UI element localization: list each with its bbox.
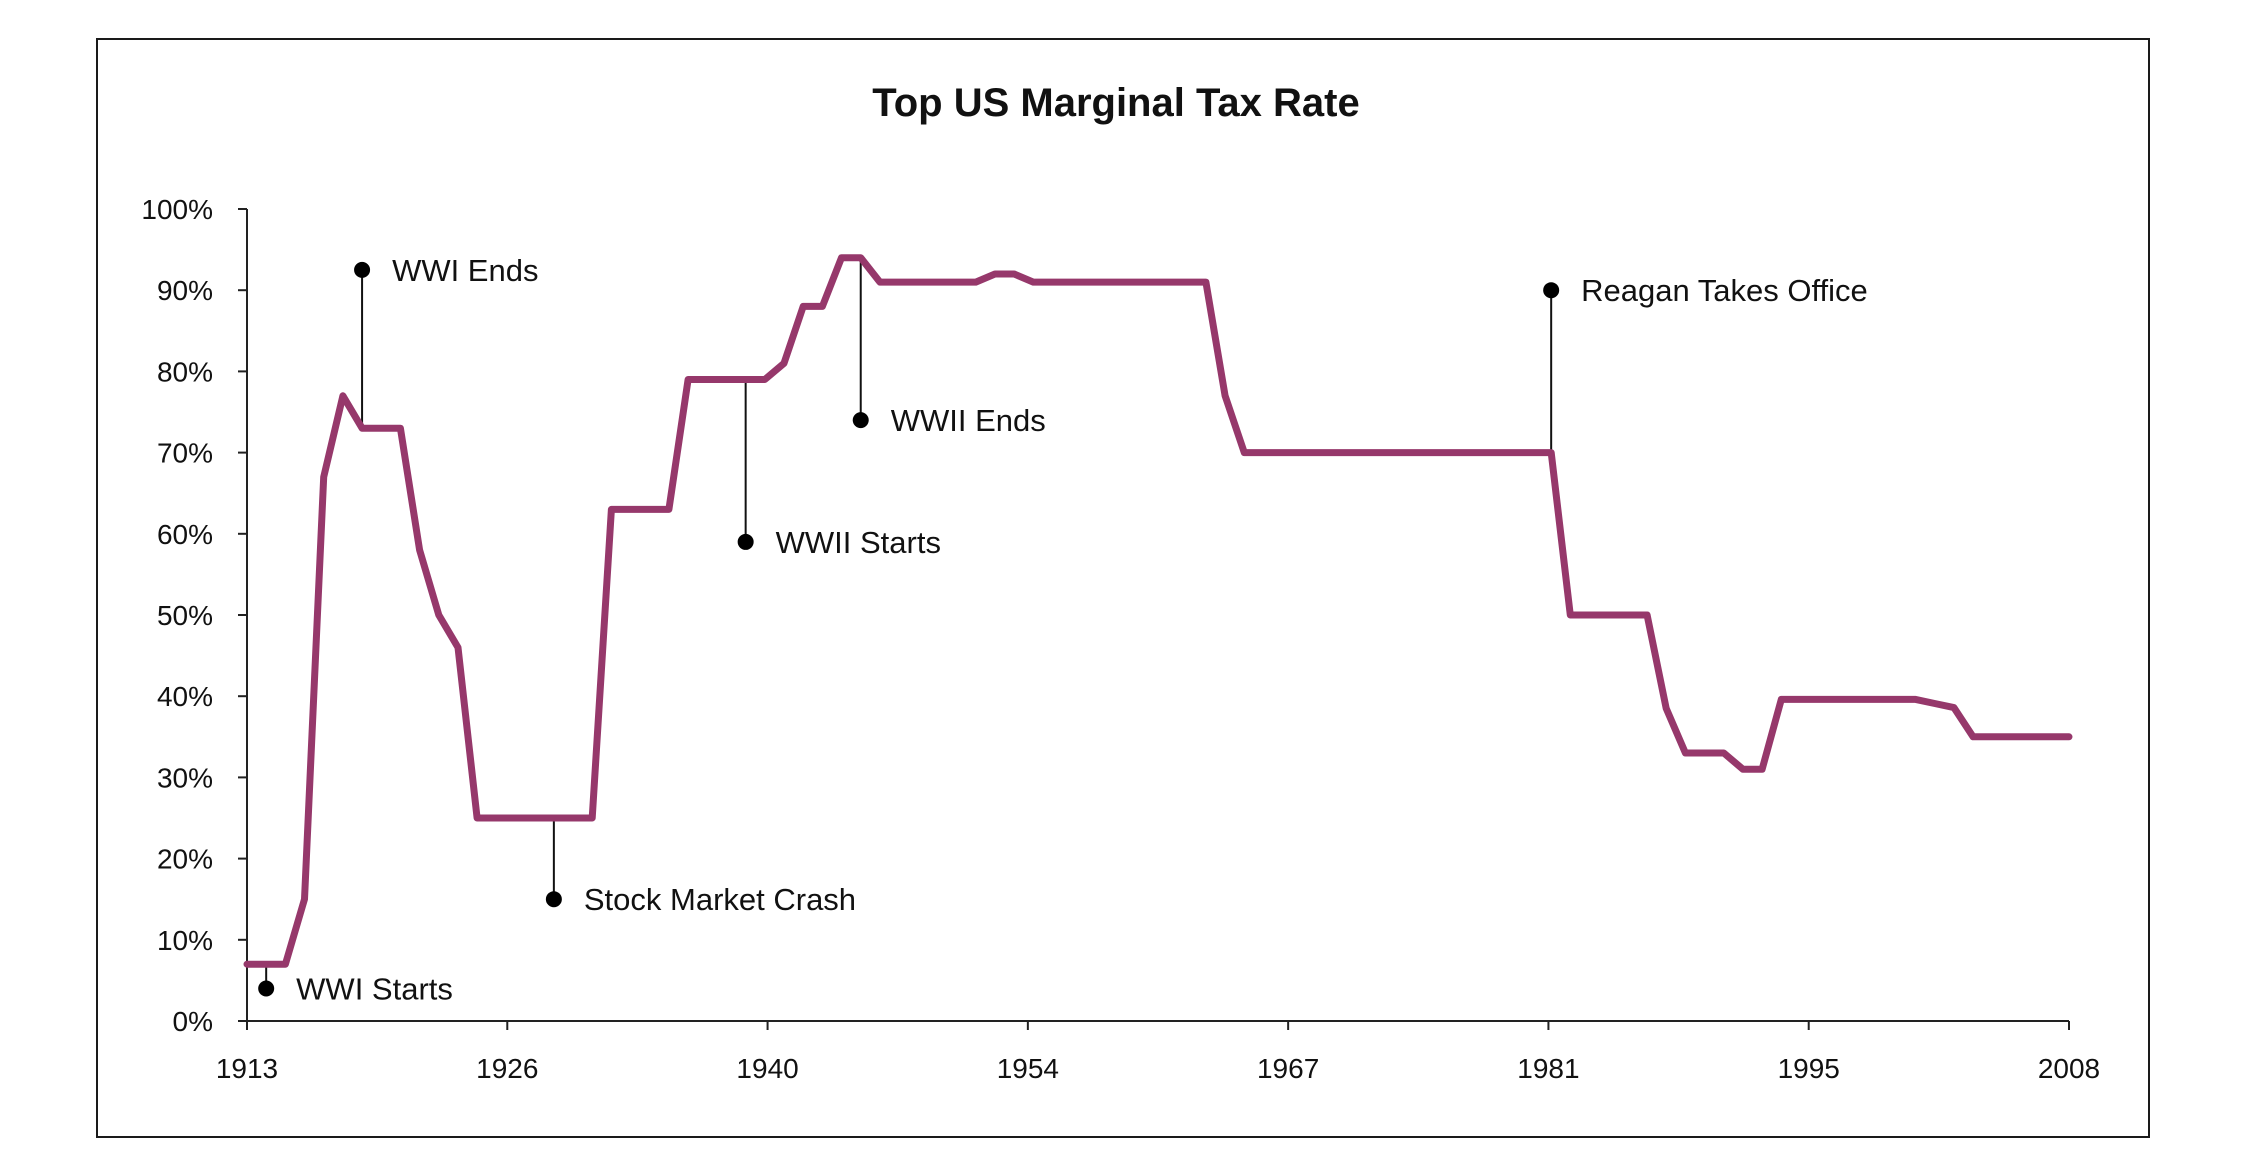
y-tick-label: 100% bbox=[141, 194, 213, 225]
annotation-label: WWI Ends bbox=[392, 253, 538, 288]
tax-rate-line bbox=[243, 254, 2073, 968]
annotation-label: Reagan Takes Office bbox=[1581, 273, 1868, 308]
chart-title: Top US Marginal Tax Rate bbox=[872, 81, 1359, 125]
annotation-marker bbox=[354, 261, 371, 278]
y-tick-label: 20% bbox=[157, 844, 213, 875]
y-tick-label: 80% bbox=[157, 356, 213, 387]
annotation-marker bbox=[852, 412, 869, 429]
annotation-label: Stock Market Crash bbox=[584, 882, 856, 917]
y-tick-label: 60% bbox=[157, 519, 213, 550]
x-axis-ticks: 1913 1926 1940 1954 1967 1981 1995 2008 bbox=[216, 1021, 2100, 1084]
x-tick-label: 1926 bbox=[476, 1053, 538, 1084]
y-tick-label: 50% bbox=[157, 600, 213, 631]
x-tick-label: 1954 bbox=[997, 1053, 1059, 1084]
x-tick-label: 1967 bbox=[1257, 1053, 1319, 1084]
annotation-label: WWII Ends bbox=[891, 403, 1046, 438]
annotations: WWI Starts WWI Ends Stock Market Crash WWII… bbox=[258, 253, 1868, 1007]
annotation-label: WWII Starts bbox=[776, 525, 941, 560]
y-tick-label: 30% bbox=[157, 762, 213, 793]
annotation-marker bbox=[737, 533, 754, 550]
x-tick-label: 1981 bbox=[1517, 1053, 1579, 1084]
x-tick-label: 2008 bbox=[2038, 1053, 2100, 1084]
annotation-marker bbox=[545, 891, 562, 908]
y-tick-label: 0% bbox=[173, 1006, 213, 1037]
y-tick-label: 10% bbox=[157, 925, 213, 956]
series-group bbox=[243, 254, 2073, 968]
x-tick-label: 1913 bbox=[216, 1053, 278, 1084]
y-axis-ticks: 0% 10% 20% 30% 40% 50% 60% 70% 80% 90% 100% bbox=[141, 194, 247, 1037]
y-tick-label: 90% bbox=[157, 275, 213, 306]
x-tick-label: 1995 bbox=[1778, 1053, 1840, 1084]
y-tick-label: 40% bbox=[157, 681, 213, 712]
x-tick-label: 1940 bbox=[736, 1053, 798, 1084]
annotation-label: WWI Starts bbox=[296, 972, 453, 1007]
annotation-marker bbox=[1543, 282, 1560, 299]
annotation-marker bbox=[258, 980, 275, 997]
y-tick-label: 70% bbox=[157, 438, 213, 469]
chart-frame bbox=[96, 38, 2150, 1138]
